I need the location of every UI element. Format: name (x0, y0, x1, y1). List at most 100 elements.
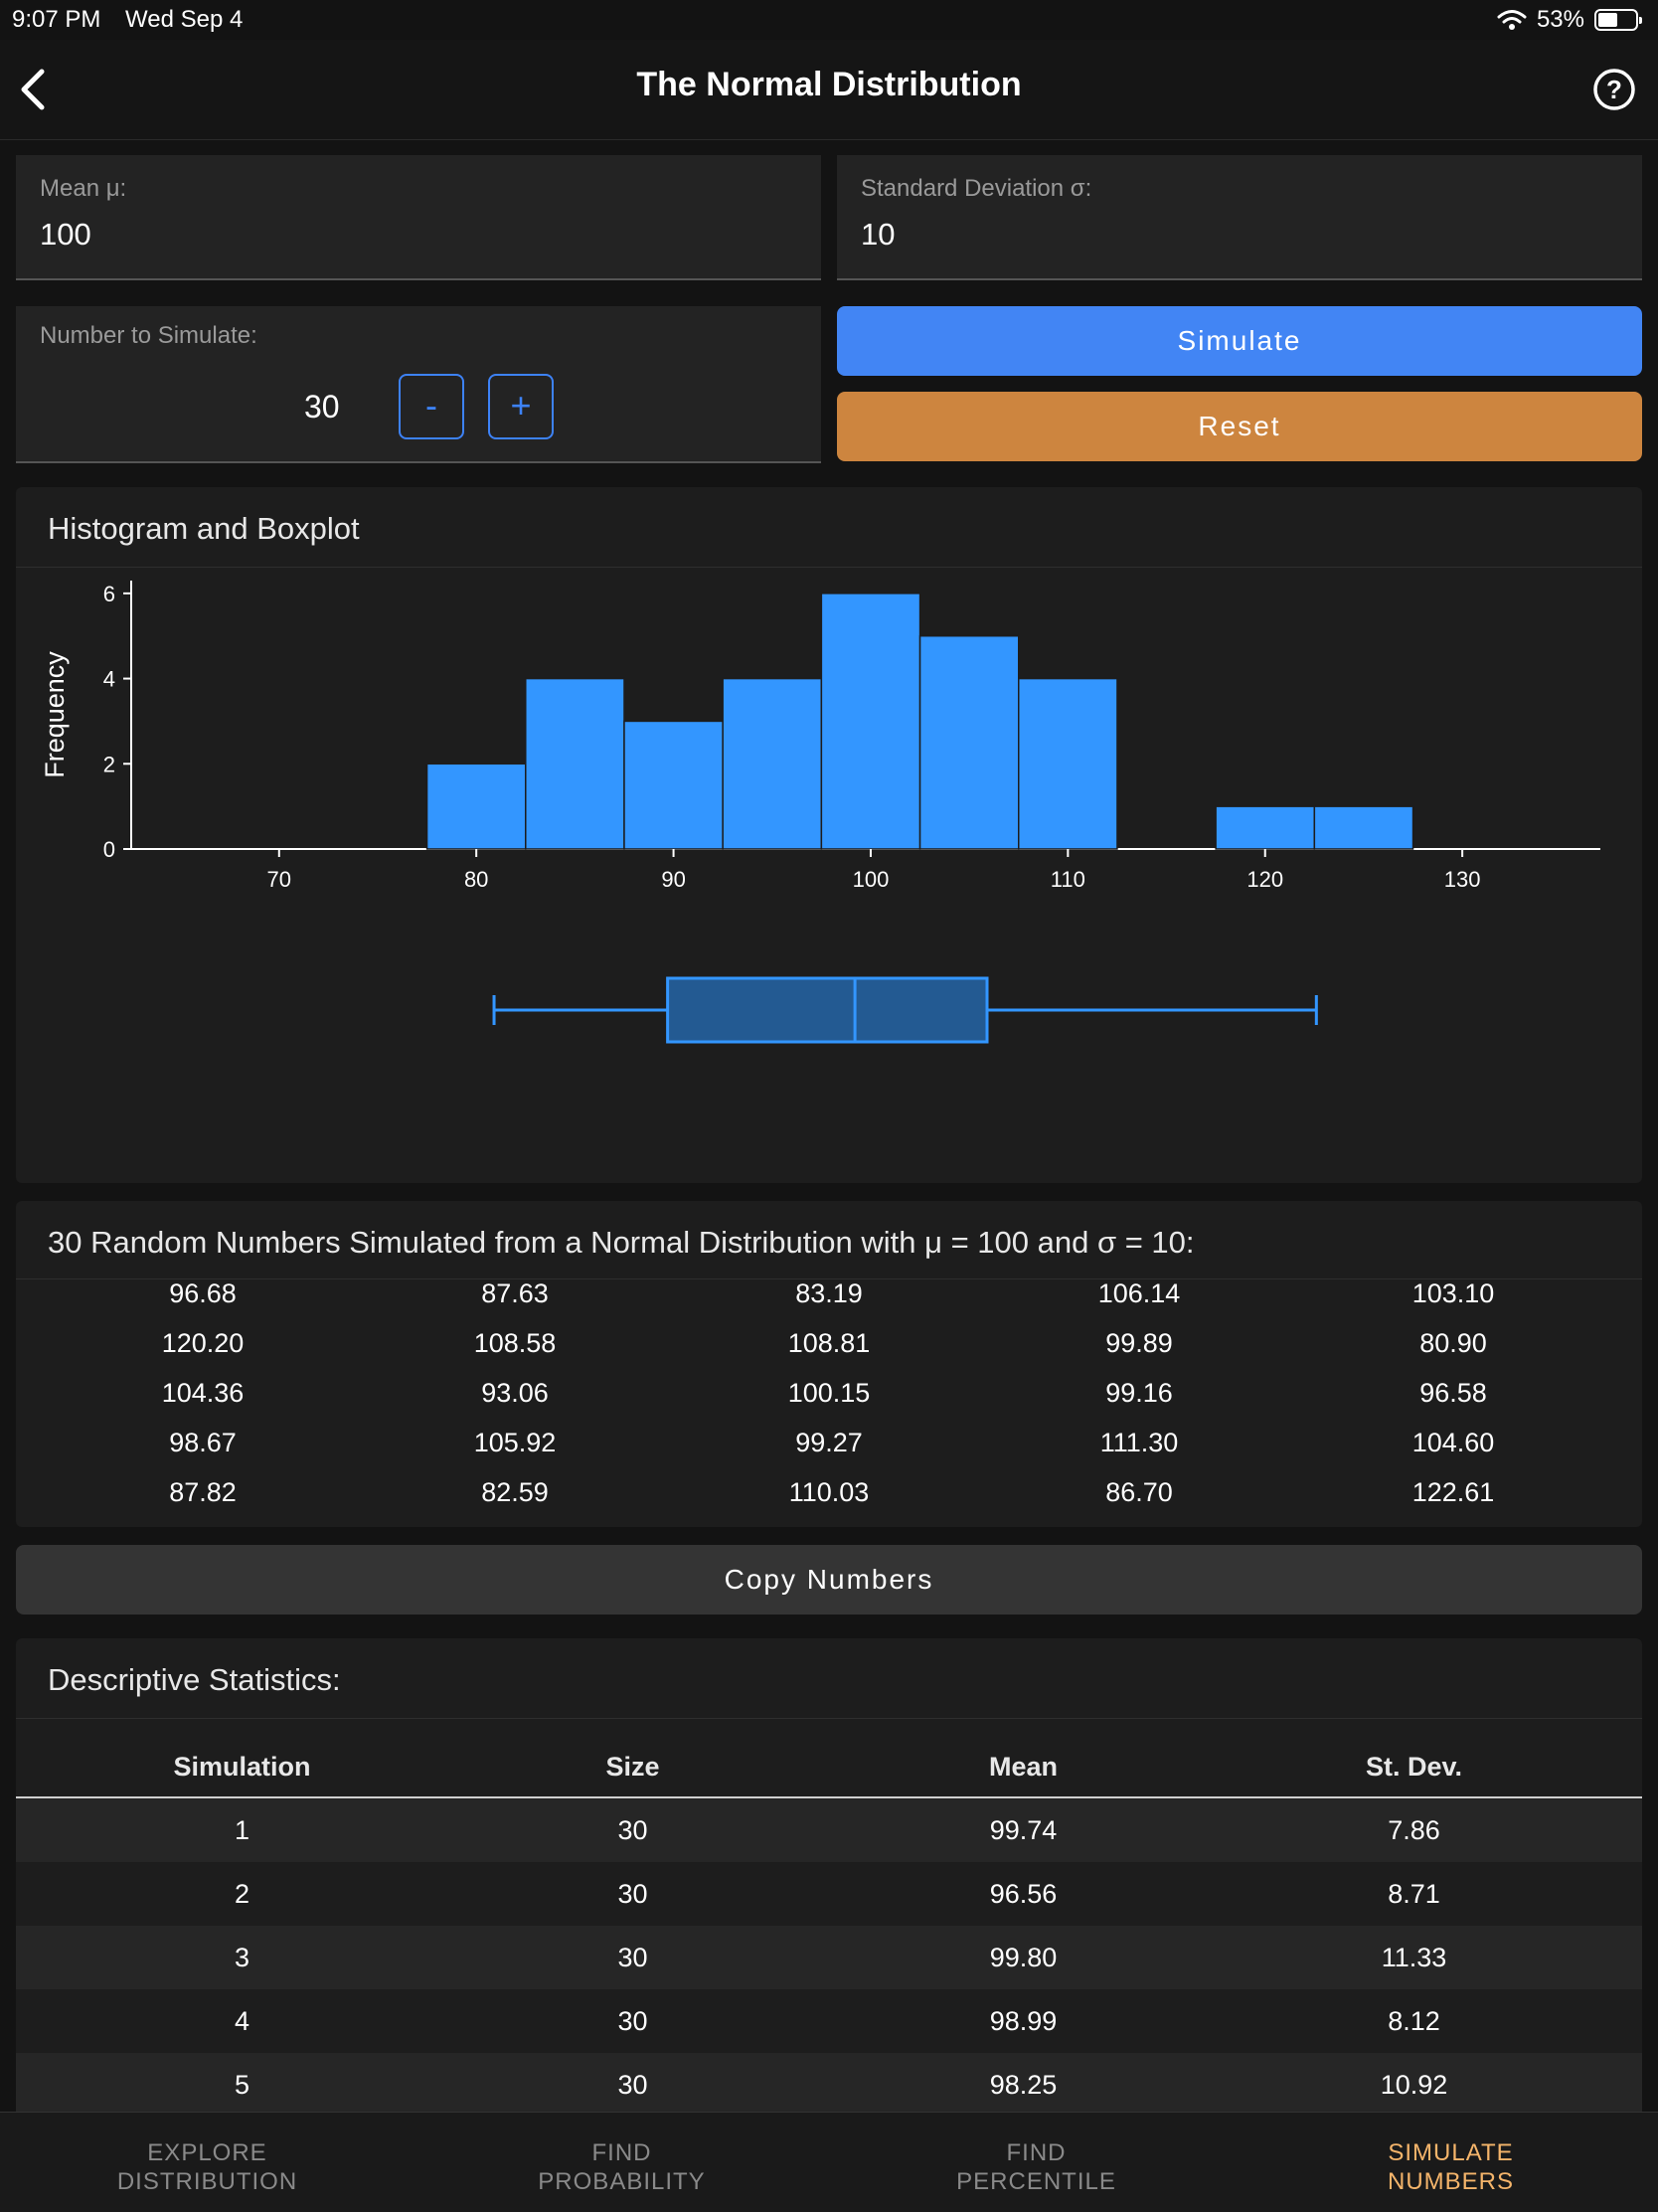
random-number-cell: 99.16 (1105, 1378, 1173, 1408)
stats-cell: 96.56 (989, 1879, 1058, 1909)
stats-cell: 30 (617, 2070, 648, 2100)
chevron-left-icon[interactable] (14, 66, 54, 113)
random-number-cell: 87.82 (169, 1477, 237, 1507)
tab-label-line2: PROBABILITY (538, 2168, 706, 2195)
stats-row: 4 30 98.99 8.12 (16, 1989, 1642, 2053)
stats-cell: 7.86 (1388, 1815, 1440, 1845)
stats-cell: 3 (234, 1943, 250, 1972)
stats-column-header: Simulation (173, 1752, 311, 1782)
tab-explore-distribution[interactable]: EXPLORE DISTRIBUTION (0, 2138, 414, 2196)
histogram-bar (1313, 805, 1414, 850)
stats-cell: 98.99 (989, 2006, 1058, 2036)
stats-row: 2 30 96.56 8.71 (16, 1862, 1642, 1926)
stats-cell: 5 (234, 2070, 250, 2100)
random-number-cell: 87.63 (481, 1278, 549, 1308)
divider (16, 1278, 1642, 1279)
histogram-chart: 0 2 4 6 70 80 90 100 110 120 130 Frequency (40, 581, 1600, 1044)
decrement-button[interactable]: - (399, 374, 464, 439)
y-axis-label: Frequency (40, 651, 70, 778)
x-tick-label: 70 (267, 867, 291, 892)
stats-cell: 10.92 (1380, 2070, 1448, 2100)
copy-numbers-button[interactable]: Copy Numbers (16, 1545, 1642, 1615)
y-tick-label: 4 (103, 667, 115, 692)
random-number-cell: 111.30 (1099, 1428, 1179, 1457)
histogram-bar (918, 634, 1020, 850)
stats-cell: 30 (617, 1943, 648, 1972)
stats-cell: 99.80 (989, 1943, 1058, 1972)
tab-label-line2: PERCENTILE (956, 2168, 1116, 2195)
mean-input[interactable]: 100 (40, 217, 91, 252)
random-number-cell: 98.67 (169, 1428, 237, 1457)
tab-label-line2: DISTRIBUTION (116, 2168, 298, 2195)
stats-row: 1 30 99.74 7.86 (16, 1798, 1642, 1862)
number-to-simulate-label: Number to Simulate: (40, 322, 257, 349)
x-tick-label: 90 (661, 867, 685, 892)
random-number-cell: 83.19 (795, 1278, 863, 1308)
battery-icon (1594, 9, 1642, 31)
status-bar: 9:07 PM Wed Sep 4 53% (0, 0, 1658, 40)
stats-cell: 8.12 (1388, 2006, 1440, 2036)
x-tick-label: 80 (464, 867, 488, 892)
tab-find-probability[interactable]: FIND PROBABILITY (414, 2138, 829, 2196)
tab-label-line1: EXPLORE (147, 2139, 267, 2166)
random-number-cell: 104.60 (1411, 1428, 1495, 1457)
stats-row: 5 30 98.25 10.92 (16, 2053, 1642, 2117)
sd-input[interactable]: 10 (861, 217, 896, 252)
tab-find-percentile[interactable]: FIND PERCENTILE (829, 2138, 1244, 2196)
tab-label-line1: FIND (1006, 2139, 1067, 2166)
random-number-cell: 99.89 (1105, 1328, 1173, 1358)
random-number-cell: 106.14 (1097, 1278, 1181, 1308)
increment-button[interactable]: + (488, 374, 554, 439)
histogram-bar (623, 720, 724, 850)
random-number-cell: 110.03 (788, 1477, 870, 1507)
x-tick-label: 120 (1246, 867, 1283, 892)
stats-column-header: St. Dev. (1365, 1752, 1463, 1782)
random-number-cell: 96.68 (169, 1278, 237, 1308)
help-circle-icon[interactable]: ? (1592, 68, 1636, 111)
random-number-cell: 96.58 (1419, 1378, 1487, 1408)
x-tick-label: 110 (1051, 867, 1085, 892)
statistics-title: Descriptive Statistics: (48, 1662, 341, 1697)
status-right: 53% (1497, 6, 1642, 34)
status-time: 9:07 PM (12, 6, 101, 33)
y-tick-label: 0 (103, 837, 115, 862)
y-tick-label: 6 (103, 582, 115, 606)
stats-cell: 30 (617, 1815, 648, 1845)
sd-field[interactable]: Standard Deviation σ: 10 (837, 155, 1642, 280)
stats-column-header: Mean (988, 1752, 1059, 1782)
random-number-cell: 122.61 (1411, 1477, 1495, 1507)
mean-label: Mean μ: (40, 175, 127, 202)
simulate-button[interactable]: Simulate (837, 306, 1642, 376)
random-numbers-card: 30 Random Numbers Simulated from a Norma… (16, 1201, 1642, 1527)
stats-cell: 30 (617, 2006, 648, 2036)
random-number-cell: 108.81 (787, 1328, 871, 1358)
tab-label-line2: NUMBERS (1387, 2168, 1514, 2195)
nav-bar: The Normal Distribution ? (0, 40, 1658, 140)
stats-cell: 2 (234, 1879, 250, 1909)
x-tick-label: 100 (853, 867, 890, 892)
mean-field[interactable]: Mean μ: 100 (16, 155, 821, 280)
stats-cell: 1 (234, 1815, 250, 1845)
number-to-simulate-value: 30 (304, 389, 340, 425)
random-number-cell: 99.27 (795, 1428, 863, 1457)
tab-simulate-numbers[interactable]: SIMULATE NUMBERS (1244, 2138, 1658, 2196)
svg-text:?: ? (1606, 75, 1622, 104)
stats-row: 3 30 99.80 11.33 (16, 1926, 1642, 1989)
histogram-card: Histogram and Boxplot 0 2 4 6 70 80 90 100 110 12… (16, 487, 1642, 1183)
histogram-bar (1018, 677, 1118, 850)
stats-cell: 8.71 (1388, 1879, 1440, 1909)
divider (16, 567, 1642, 568)
random-number-cell: 104.36 (161, 1378, 245, 1408)
stats-cell: 4 (234, 2006, 250, 2036)
reset-button[interactable]: Reset (837, 392, 1642, 461)
histogram-bar (425, 763, 527, 850)
histogram-bar (525, 677, 625, 850)
status-date: Wed Sep 4 (125, 6, 244, 33)
histogram-bar (722, 677, 823, 850)
random-number-cell: 86.70 (1105, 1477, 1173, 1507)
random-number-cell: 100.15 (787, 1378, 871, 1408)
histogram-title: Histogram and Boxplot (48, 511, 360, 546)
stats-cell: 98.25 (989, 2070, 1058, 2100)
number-to-simulate-field: Number to Simulate: 30 - + (16, 306, 821, 463)
page-title: The Normal Distribution (636, 66, 1022, 103)
